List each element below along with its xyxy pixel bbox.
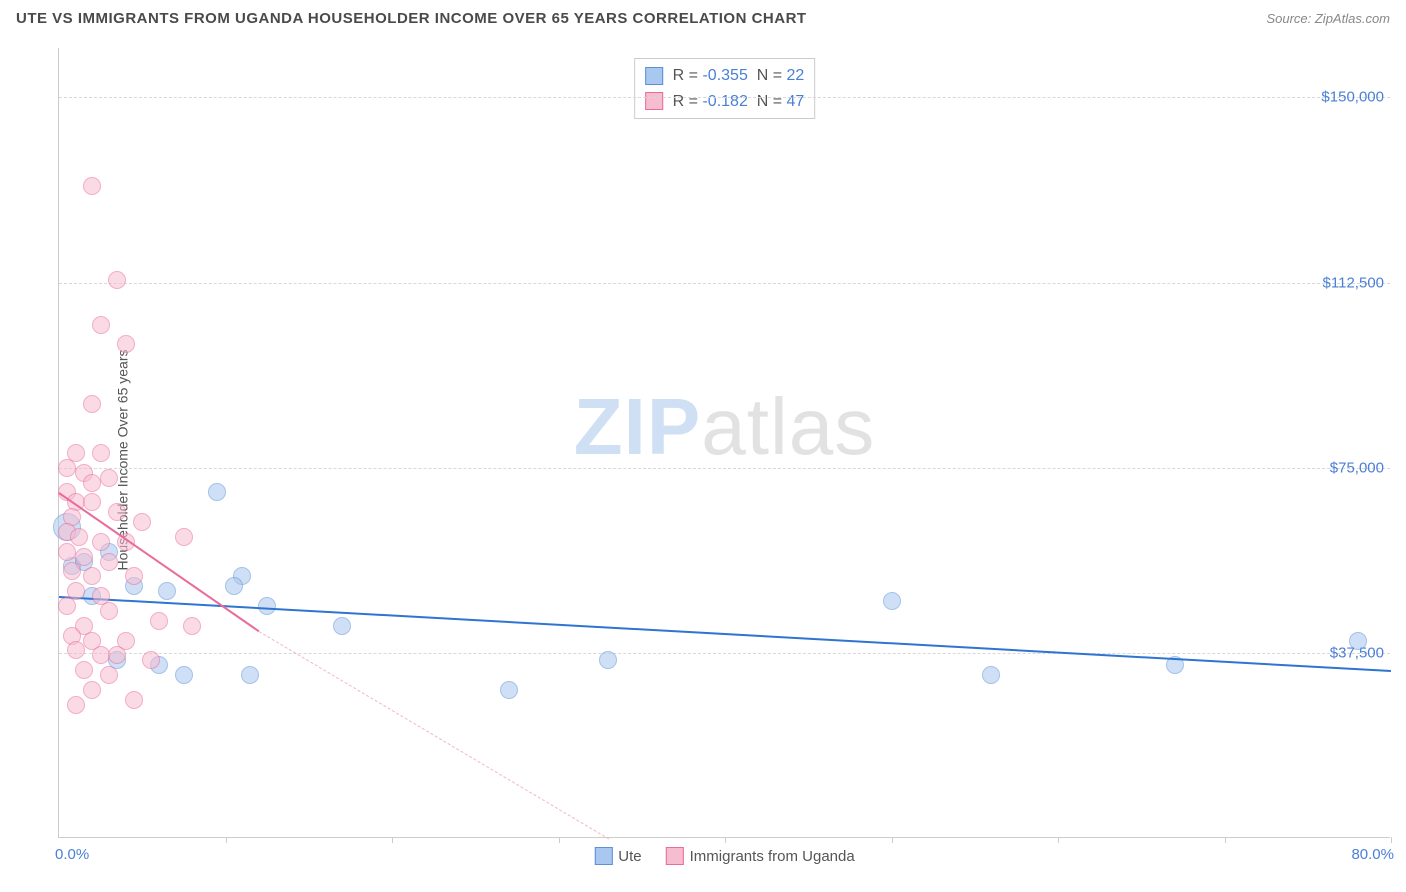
- scatter-point: [142, 651, 160, 669]
- gridline: [59, 97, 1390, 98]
- scatter-point: [83, 395, 101, 413]
- scatter-point: [83, 681, 101, 699]
- chart-title: UTE VS IMMIGRANTS FROM UGANDA HOUSEHOLDE…: [16, 10, 807, 27]
- scatter-point: [92, 444, 110, 462]
- scatter-point: [83, 567, 101, 585]
- x-tick: [1225, 837, 1226, 843]
- scatter-point: [241, 666, 259, 684]
- x-tick: [392, 837, 393, 843]
- scatter-point: [125, 567, 143, 585]
- swatch-icon: [645, 67, 663, 85]
- scatter-point: [70, 528, 88, 546]
- scatter-point: [175, 528, 193, 546]
- scatter-point: [125, 691, 143, 709]
- legend-row-ute: R = -0.355 N = 22: [645, 63, 805, 89]
- scatter-point: [175, 666, 193, 684]
- x-tick: [1391, 837, 1392, 843]
- x-tick: [892, 837, 893, 843]
- scatter-point: [58, 543, 76, 561]
- scatter-point: [108, 646, 126, 664]
- scatter-point: [83, 177, 101, 195]
- y-tick-label: $112,500: [1323, 274, 1384, 291]
- series-legend-item: Ute: [594, 847, 641, 865]
- scatter-point: [92, 533, 110, 551]
- scatter-point: [982, 666, 1000, 684]
- plot-area: ZIPatlas R = -0.355 N = 22 R = -0.182 N …: [58, 48, 1390, 838]
- x-tick: [559, 837, 560, 843]
- scatter-point: [100, 469, 118, 487]
- x-tick: [1058, 837, 1059, 843]
- gridline: [59, 283, 1390, 284]
- scatter-point: [67, 641, 85, 659]
- scatter-point: [883, 592, 901, 610]
- scatter-point: [500, 681, 518, 699]
- swatch-icon: [666, 847, 684, 865]
- scatter-point: [83, 493, 101, 511]
- scatter-point: [83, 474, 101, 492]
- series-legend-item: Immigrants from Uganda: [666, 847, 855, 865]
- scatter-point: [75, 548, 93, 566]
- scatter-point: [1349, 632, 1367, 650]
- scatter-point: [58, 459, 76, 477]
- y-tick-label: $150,000: [1321, 89, 1384, 106]
- x-tick: [725, 837, 726, 843]
- scatter-point: [599, 651, 617, 669]
- x-start-label: 0.0%: [55, 846, 89, 863]
- scatter-point: [158, 582, 176, 600]
- trend-line: [259, 631, 609, 839]
- scatter-point: [92, 646, 110, 664]
- scatter-point: [100, 602, 118, 620]
- swatch-icon: [594, 847, 612, 865]
- scatter-point: [108, 271, 126, 289]
- swatch-icon: [645, 92, 663, 110]
- scatter-point: [150, 612, 168, 630]
- scatter-point: [208, 483, 226, 501]
- scatter-point: [92, 316, 110, 334]
- scatter-point: [58, 597, 76, 615]
- scatter-point: [63, 562, 81, 580]
- source-label: Source: ZipAtlas.com: [1266, 11, 1390, 26]
- y-tick-label: $75,000: [1330, 459, 1384, 476]
- series-legend: Ute Immigrants from Uganda: [594, 847, 854, 865]
- gridline: [59, 468, 1390, 469]
- scatter-point: [75, 661, 93, 679]
- scatter-point: [225, 577, 243, 595]
- scatter-point: [117, 335, 135, 353]
- trend-line: [59, 596, 1391, 672]
- scatter-point: [100, 666, 118, 684]
- scatter-point: [133, 513, 151, 531]
- scatter-point: [67, 696, 85, 714]
- gridline: [59, 653, 1390, 654]
- scatter-point: [108, 503, 126, 521]
- scatter-point: [258, 597, 276, 615]
- x-end-label: 80.0%: [1351, 846, 1394, 863]
- x-tick: [226, 837, 227, 843]
- scatter-point: [100, 553, 118, 571]
- scatter-point: [333, 617, 351, 635]
- scatter-point: [183, 617, 201, 635]
- correlation-legend: R = -0.355 N = 22 R = -0.182 N = 47: [634, 58, 816, 119]
- legend-row-uganda: R = -0.182 N = 47: [645, 89, 805, 115]
- watermark: ZIPatlas: [574, 381, 875, 473]
